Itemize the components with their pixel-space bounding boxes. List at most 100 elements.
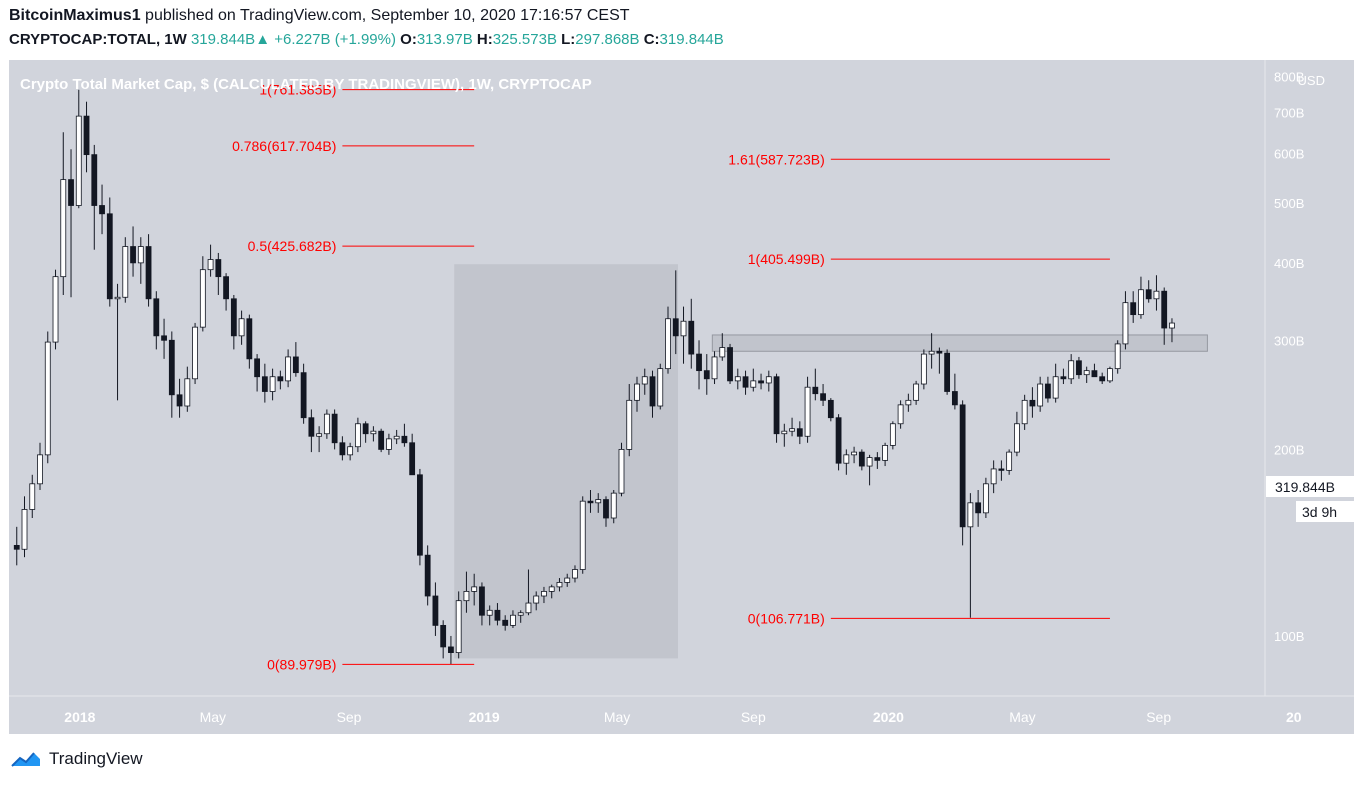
- candle-body: [463, 591, 470, 602]
- candle-body: [300, 372, 307, 419]
- candle: [920, 349, 927, 390]
- candle-body: [285, 356, 292, 382]
- candle: [634, 376, 640, 412]
- candle: [680, 306, 687, 364]
- candle: [339, 436, 346, 461]
- fib-level-label: 1(761.385B): [259, 82, 336, 98]
- candle-body: [184, 378, 191, 407]
- candle: [60, 132, 67, 295]
- candle-body: [238, 318, 245, 337]
- candle-body: [533, 595, 540, 604]
- candle: [106, 197, 113, 307]
- last-price-box: [1266, 476, 1354, 497]
- candle-body: [393, 435, 400, 440]
- candle-body: [897, 404, 904, 425]
- candle-body: [261, 376, 268, 392]
- candle: [362, 421, 369, 443]
- candle: [587, 489, 594, 513]
- candle: [641, 368, 648, 395]
- candle-body: [680, 320, 687, 337]
- candle: [261, 363, 268, 403]
- candle: [1037, 376, 1044, 412]
- price-tick-label: 300B: [1274, 333, 1304, 348]
- candle-body: [455, 600, 462, 653]
- candle-body: [424, 554, 431, 597]
- candle: [657, 363, 664, 410]
- symbol-line: CRYPTOCAP:TOTAL, 1W 319.844B▲ +6.227B (+…: [9, 31, 724, 48]
- candle-body: [29, 483, 36, 510]
- candle-body: [1145, 289, 1152, 300]
- candle-body: [541, 591, 547, 597]
- candle-body: [1014, 423, 1020, 453]
- range-zone[interactable]: [711, 334, 1208, 352]
- candle-body: [269, 376, 276, 392]
- candle: [603, 496, 609, 527]
- candle-body: [564, 577, 571, 583]
- range-zone[interactable]: [454, 264, 678, 659]
- candle-body: [339, 442, 346, 456]
- candle-body: [765, 376, 772, 384]
- publish-line: BitcoinMaximus1 published on TradingView…: [9, 7, 630, 25]
- candle-body: [750, 380, 757, 388]
- candle-body: [525, 602, 532, 614]
- up-triangle-icon: ▲: [255, 31, 271, 48]
- candle: [21, 496, 28, 558]
- candle: [1045, 376, 1051, 403]
- candle: [889, 421, 896, 450]
- candle-body: [1107, 368, 1113, 382]
- candle: [122, 237, 129, 303]
- fib-level-label: 0.5(425.682B): [248, 238, 337, 254]
- author-name[interactable]: BitcoinMaximus1: [9, 7, 141, 24]
- candle: [866, 454, 873, 486]
- candle-body: [323, 413, 330, 435]
- candle-body: [556, 582, 563, 588]
- price-tick-label: 600B: [1274, 147, 1304, 162]
- candle: [517, 610, 524, 623]
- candle: [52, 269, 59, 350]
- low-value: 297.868B: [575, 31, 640, 48]
- time-axis[interactable]: [9, 696, 1354, 734]
- candle: [665, 306, 671, 374]
- price-axis[interactable]: [1265, 60, 1354, 696]
- candle-body: [137, 246, 144, 264]
- candle: [448, 635, 454, 665]
- candle-body: [1083, 370, 1090, 376]
- candle: [494, 603, 501, 626]
- currency-label: USD: [1298, 73, 1325, 88]
- candle: [269, 368, 276, 401]
- candle: [579, 496, 586, 574]
- candle: [215, 252, 222, 295]
- candle-body: [827, 399, 834, 419]
- candle: [835, 414, 842, 471]
- candle-body: [223, 276, 229, 300]
- candle: [882, 442, 888, 467]
- candle-body: [1045, 383, 1051, 399]
- candle-body: [347, 446, 354, 456]
- fib-level-label: 1.61(587.723B): [728, 151, 825, 167]
- candle: [153, 291, 160, 350]
- fib-layer: 1(761.385B) 0.786(617.704B) 0.5(425.682B) 0…: [232, 82, 1110, 672]
- candle: [29, 474, 36, 519]
- candle: [548, 584, 555, 599]
- fib-level-label: 0(106.771B): [748, 610, 825, 626]
- candle-body: [905, 399, 912, 406]
- candle: [455, 591, 462, 659]
- candle: [114, 283, 121, 401]
- candle: [323, 409, 330, 439]
- candle-body: [688, 320, 695, 355]
- candle-body: [153, 298, 160, 337]
- tradingview-logo[interactable]: TradingView: [9, 749, 143, 769]
- price-tick-label: 700B: [1274, 105, 1304, 120]
- candle: [176, 378, 183, 418]
- candle: [370, 426, 377, 442]
- candle: [277, 370, 284, 390]
- fib-level-label: 0.786(617.704B): [232, 138, 336, 154]
- candle: [223, 273, 229, 311]
- candle-body: [796, 428, 803, 437]
- candle-body: [130, 246, 136, 264]
- candle-body: [618, 449, 625, 494]
- candle-body: [944, 352, 951, 392]
- candle-body: [727, 347, 733, 382]
- candle-body: [277, 376, 284, 382]
